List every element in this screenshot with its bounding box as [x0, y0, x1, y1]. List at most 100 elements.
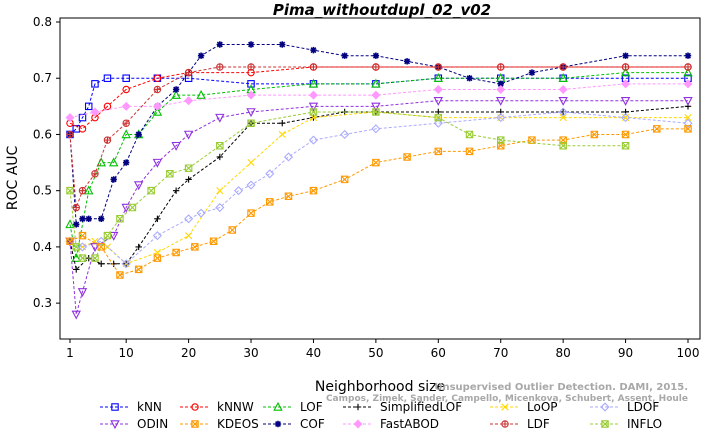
data-point-fastabod	[371, 90, 381, 100]
data-point-kdeos	[266, 198, 274, 206]
x-tick-label: 70	[493, 346, 508, 360]
data-point-inflo	[621, 141, 630, 150]
data-point-cof	[279, 41, 286, 48]
data-point-odin	[183, 130, 194, 140]
data-point-ldf	[184, 68, 193, 77]
data-point-odin	[683, 96, 693, 106]
legend-item-lof: LOF	[263, 400, 323, 414]
data-point-simplifiedlof	[110, 260, 117, 267]
data-point-lof	[121, 129, 131, 139]
data-point-cof	[622, 52, 629, 59]
data-point-cof	[172, 86, 180, 93]
data-point-odin	[121, 203, 131, 213]
data-point-simplifiedlof	[216, 153, 224, 161]
data-point-lof	[71, 252, 81, 262]
legend-marker-ldf	[501, 420, 509, 428]
data-point-cof	[135, 131, 142, 138]
series-fastabod	[65, 79, 693, 123]
data-point-fastabod	[246, 90, 256, 100]
data-point-cof	[197, 52, 205, 59]
data-point-cof	[310, 46, 317, 54]
data-point-kdeos	[97, 243, 105, 251]
data-point-cof	[341, 52, 348, 59]
data-point-odin	[152, 158, 163, 168]
legend-label-simplifiedlof: SimplifiedLOF	[380, 400, 462, 414]
data-point-ldof	[215, 202, 225, 213]
data-point-ldf	[434, 63, 443, 71]
legend-label-odin: ODIN	[137, 417, 168, 431]
data-point-ldf	[621, 63, 630, 71]
data-point-ldof	[433, 118, 443, 128]
legend-label-kdeos: KDEOS	[217, 417, 259, 431]
data-point-simplifiedlof	[185, 176, 192, 183]
data-point-odin	[133, 181, 144, 191]
data-point-lof	[171, 89, 181, 99]
data-point-knn	[247, 80, 255, 88]
data-point-ldf	[153, 85, 162, 94]
data-point-loop	[216, 187, 224, 195]
legend-marker-kdeos	[191, 420, 199, 428]
data-point-odin	[71, 310, 81, 320]
data-point-odin	[620, 96, 631, 106]
x-tick-label: 20	[181, 346, 196, 360]
legend-label-knn: kNN	[137, 400, 162, 414]
x-axis: 1 10 20 30 40 50 60 70 80 90 100	[66, 339, 699, 360]
data-point-kdeos	[434, 147, 443, 156]
series-line-lof	[69, 72, 688, 259]
data-point-inflo	[147, 186, 155, 195]
legend-label-knnw: kNNW	[217, 400, 254, 414]
data-point-odin	[433, 96, 444, 106]
data-point-ldof	[308, 135, 319, 145]
series-lof	[65, 67, 693, 262]
legend-item-cof: COF	[263, 417, 325, 431]
data-point-cof	[684, 52, 692, 59]
plot-frame	[59, 17, 701, 340]
data-point-odin	[90, 243, 100, 253]
credit-line-1: Unsupervised Outlier Detection. DAMI, 20…	[434, 382, 688, 393]
data-point-fastabod	[496, 84, 506, 94]
legend-marker-lof	[273, 401, 283, 411]
data-point-odin	[246, 108, 256, 118]
data-point-loop	[247, 158, 255, 167]
data-point-lof	[371, 78, 381, 88]
data-point-fastabod	[308, 90, 318, 100]
data-point-fastabod	[558, 84, 568, 94]
data-point-lof	[683, 67, 693, 77]
legend-label-ldf: LDF	[527, 417, 550, 431]
legend-marker-knn	[111, 403, 119, 411]
legend-label-fastabod: FastABOD	[380, 417, 439, 431]
data-point-inflo	[372, 108, 380, 116]
y-axis: 0.3 0.4 0.5 0.6 0.7 0.8	[33, 15, 60, 310]
series-odin	[65, 96, 693, 320]
legend-item-odin: ODIN	[100, 417, 168, 431]
data-point-simplifiedlof	[172, 187, 180, 194]
data-point-kdeos	[340, 175, 349, 184]
legend-item-inflo: INFLO	[590, 417, 662, 431]
series-line-odin	[69, 100, 688, 315]
data-point-ldof	[496, 113, 506, 123]
data-point-knnw	[103, 102, 112, 111]
data-point-inflo	[103, 231, 112, 240]
data-point-kdeos	[153, 254, 162, 262]
series-knnw	[66, 63, 692, 133]
data-point-ldof	[196, 208, 206, 218]
legend-marker-simplifiedlof	[354, 403, 362, 411]
legend-item-knnw: kNNW	[180, 400, 254, 414]
data-point-odin	[171, 141, 181, 151]
data-point-ldf	[684, 63, 692, 71]
legend-label-cof: COF	[300, 417, 325, 431]
x-tick-label: 80	[556, 346, 571, 360]
legend-marker-inflo	[601, 420, 609, 428]
legend-item-knn: kNN	[100, 400, 162, 414]
series-ldf	[66, 63, 692, 212]
data-point-inflo	[166, 170, 174, 178]
data-point-cof	[528, 69, 536, 76]
data-point-ldf	[66, 130, 74, 139]
data-point-knn	[103, 74, 112, 82]
y-axis-label: ROC AUC	[5, 145, 21, 210]
data-point-inflo	[72, 243, 80, 251]
chart-title: Pima_withoutdupl_02_v02	[273, 1, 491, 19]
legend-item-simplifiedlof: SimplifiedLOF	[343, 400, 462, 414]
data-point-cof	[216, 41, 224, 48]
data-point-inflo	[78, 254, 87, 262]
